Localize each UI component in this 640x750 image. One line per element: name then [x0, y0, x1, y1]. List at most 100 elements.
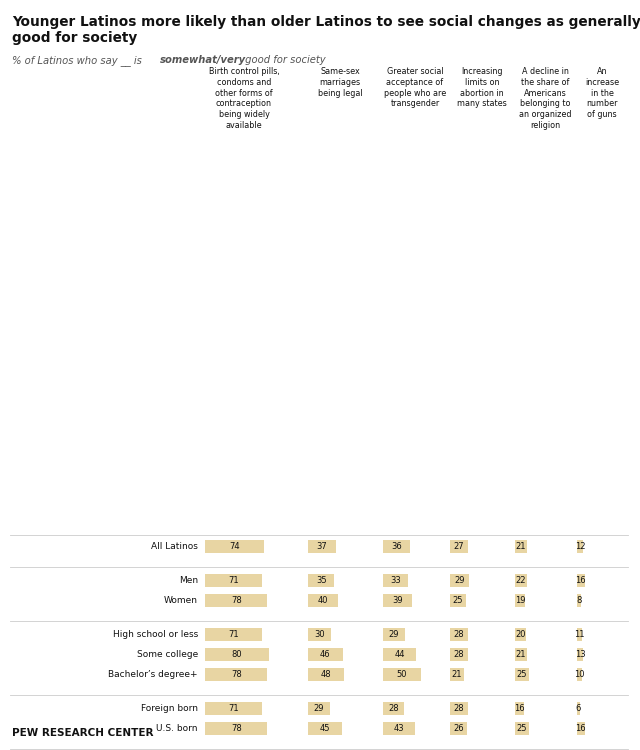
Bar — [450, 574, 469, 587]
Text: 46: 46 — [320, 650, 331, 659]
Bar — [515, 702, 524, 715]
Text: 26: 26 — [453, 724, 464, 733]
Bar — [577, 668, 582, 681]
Text: 27: 27 — [454, 542, 464, 551]
Bar — [515, 722, 529, 735]
Text: Some college: Some college — [137, 650, 198, 659]
Bar — [383, 574, 408, 587]
Bar — [450, 594, 467, 607]
Bar — [308, 594, 338, 607]
Text: 12: 12 — [575, 542, 585, 551]
Bar — [205, 702, 262, 715]
Text: 45: 45 — [319, 724, 330, 733]
Text: Younger Latinos more likely than older Latinos to see social changes as generall: Younger Latinos more likely than older L… — [12, 15, 640, 45]
Text: Bachelor’s degree+: Bachelor’s degree+ — [109, 670, 198, 679]
Bar — [383, 628, 404, 641]
Bar — [383, 702, 404, 715]
Text: An
increase
in the
number
of guns: An increase in the number of guns — [585, 67, 619, 119]
Text: 33: 33 — [390, 576, 401, 585]
Bar — [450, 668, 463, 681]
Text: 28: 28 — [388, 704, 399, 713]
Text: 71: 71 — [228, 576, 239, 585]
Bar — [577, 722, 585, 735]
Text: 40: 40 — [317, 596, 328, 605]
Text: 28: 28 — [454, 630, 465, 639]
Text: 30: 30 — [314, 630, 324, 639]
Text: 29: 29 — [454, 576, 465, 585]
Text: 21: 21 — [516, 542, 526, 551]
Bar — [577, 702, 580, 715]
Text: 11: 11 — [574, 630, 585, 639]
Bar — [515, 648, 527, 661]
Text: High school or less: High school or less — [113, 630, 198, 639]
Bar — [308, 648, 342, 661]
Text: 80: 80 — [232, 650, 243, 659]
Bar — [577, 628, 582, 641]
Text: 50: 50 — [397, 670, 407, 679]
Bar — [515, 540, 527, 553]
Bar — [383, 648, 416, 661]
Text: 6: 6 — [576, 704, 581, 713]
Text: 20: 20 — [515, 630, 525, 639]
Text: 35: 35 — [316, 576, 326, 585]
Bar — [308, 668, 344, 681]
Text: % of Latinos who say __ is: % of Latinos who say __ is — [12, 55, 145, 66]
Text: 19: 19 — [515, 596, 525, 605]
Bar — [577, 594, 581, 607]
Text: PEW RESEARCH CENTER: PEW RESEARCH CENTER — [12, 728, 154, 738]
Text: 36: 36 — [391, 542, 402, 551]
Bar — [205, 668, 268, 681]
Text: 74: 74 — [229, 542, 240, 551]
Text: 16: 16 — [575, 724, 586, 733]
Bar — [205, 628, 262, 641]
Text: 16: 16 — [514, 704, 525, 713]
Text: 25: 25 — [516, 670, 527, 679]
Text: Women: Women — [164, 596, 198, 605]
Text: Greater social
acceptance of
people who are
transgender: Greater social acceptance of people who … — [384, 67, 446, 108]
Bar — [308, 702, 330, 715]
Text: 25: 25 — [453, 596, 463, 605]
Bar — [515, 594, 525, 607]
Bar — [205, 594, 268, 607]
Bar — [577, 574, 585, 587]
Bar — [577, 540, 583, 553]
Bar — [205, 574, 262, 587]
Bar — [308, 574, 334, 587]
Text: 13: 13 — [575, 650, 586, 659]
Text: 39: 39 — [392, 596, 403, 605]
Text: Increasing
limits on
abortion in
many states: Increasing limits on abortion in many st… — [457, 67, 507, 108]
Text: 21: 21 — [452, 670, 462, 679]
Text: Men: Men — [179, 576, 198, 585]
Text: 37: 37 — [317, 542, 327, 551]
Text: 29: 29 — [388, 630, 399, 639]
Text: somewhat/very: somewhat/very — [160, 55, 246, 65]
Bar — [450, 628, 468, 641]
Text: 29: 29 — [314, 704, 324, 713]
Text: 21: 21 — [516, 650, 526, 659]
Text: All Latinos: All Latinos — [151, 542, 198, 551]
Text: 78: 78 — [231, 724, 241, 733]
Text: 71: 71 — [228, 630, 239, 639]
Text: 25: 25 — [516, 724, 527, 733]
Bar — [450, 540, 468, 553]
Text: 44: 44 — [394, 650, 404, 659]
Bar — [205, 540, 264, 553]
Text: 28: 28 — [454, 704, 465, 713]
Text: Birth control pills,
condoms and
other forms of
contraception
being widely
avail: Birth control pills, condoms and other f… — [209, 67, 280, 130]
Text: Same-sex
marriages
being legal: Same-sex marriages being legal — [317, 67, 362, 98]
Text: U.S. born: U.S. born — [157, 724, 198, 733]
Bar — [308, 628, 330, 641]
Bar — [577, 648, 583, 661]
Bar — [308, 540, 336, 553]
Bar — [383, 594, 412, 607]
Bar — [515, 574, 527, 587]
Text: 48: 48 — [321, 670, 332, 679]
Bar — [515, 628, 526, 641]
Bar — [205, 648, 269, 661]
Bar — [383, 540, 410, 553]
Bar — [450, 648, 468, 661]
Bar — [383, 668, 420, 681]
Text: 78: 78 — [231, 670, 241, 679]
Text: 43: 43 — [394, 724, 404, 733]
Text: A decline in
the share of
Americans
belonging to
an organized
religion: A decline in the share of Americans belo… — [519, 67, 572, 130]
